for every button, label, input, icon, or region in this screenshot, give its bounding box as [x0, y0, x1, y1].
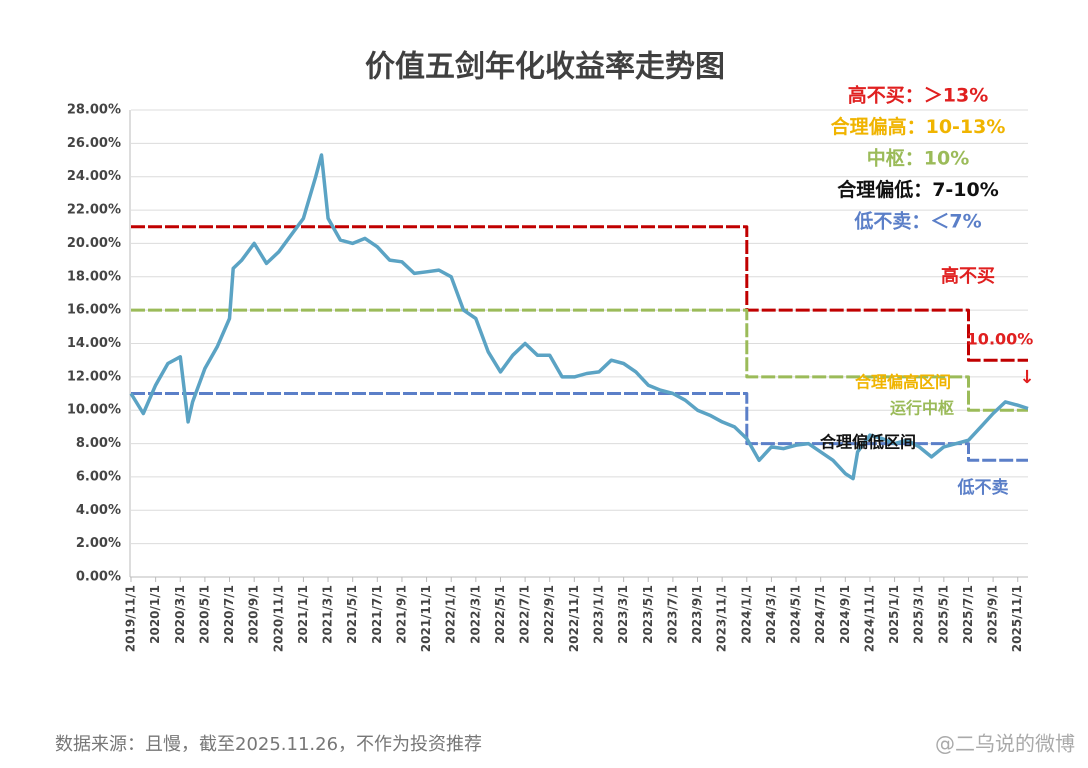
x-tick-label: 2023/1/1 — [592, 585, 606, 644]
legend-entry: 合理偏高：10-13% — [831, 115, 1006, 138]
x-tick-label: 2020/9/1 — [247, 585, 261, 644]
x-tick-label: 2021/7/1 — [370, 585, 384, 644]
y-tick-label: 24.00% — [67, 169, 121, 184]
legend-entry: 低不卖：＜7% — [853, 210, 981, 233]
annotation: 10.00% — [967, 330, 1034, 349]
y-tick-label: 16.00% — [67, 303, 121, 318]
source-note: 数据来源：且慢，截至2025.11.26，不作为投资推荐 — [55, 734, 482, 755]
x-tick-label: 2025/9/1 — [986, 585, 1000, 644]
x-tick-label: 2024/7/1 — [813, 585, 827, 644]
annotation: 合理偏高区间 — [855, 373, 951, 392]
legend-entry: 合理偏低：7-10% — [837, 178, 999, 201]
x-tick-label: 2022/11/1 — [567, 585, 581, 652]
x-tick-label: 2024/1/1 — [739, 585, 753, 644]
y-tick-label: 18.00% — [67, 269, 121, 284]
x-tick-label: 2024/11/1 — [862, 585, 876, 652]
x-tick-label: 2023/9/1 — [690, 585, 704, 644]
x-tick-label: 2020/3/1 — [173, 585, 187, 644]
chart-title: 价值五剑年化收益率走势图 — [365, 50, 725, 85]
x-tick-label: 2021/9/1 — [394, 585, 408, 644]
y-tick-label: 0.00% — [76, 570, 121, 585]
y-tick-label: 10.00% — [67, 403, 121, 418]
y-tick-label: 28.00% — [67, 103, 121, 118]
x-tick-label: 2021/1/1 — [296, 585, 310, 644]
x-tick-label: 2024/3/1 — [764, 585, 778, 644]
y-tick-label: 14.00% — [67, 336, 121, 351]
y-tick-label: 22.00% — [67, 203, 121, 218]
x-tick-label: 2023/11/1 — [715, 585, 729, 652]
x-tick-label: 2020/7/1 — [222, 585, 236, 644]
x-tick-label: 2025/5/1 — [936, 585, 950, 644]
y-tick-label: 20.00% — [67, 236, 121, 251]
x-tick-label: 2021/5/1 — [345, 585, 359, 644]
x-tick-label: 2019/11/1 — [124, 585, 138, 652]
x-tick-label: 2023/7/1 — [665, 585, 679, 644]
x-tick-label: 2022/9/1 — [542, 585, 556, 644]
threshold-line — [131, 225, 1028, 362]
y-tick-label: 12.00% — [67, 369, 121, 384]
x-tick-label: 2022/3/1 — [468, 585, 482, 644]
x-tick-label: 2025/3/1 — [912, 585, 926, 644]
annotation: ↓ — [1019, 367, 1034, 388]
x-tick-label: 2023/5/1 — [641, 585, 655, 644]
x-tick-label: 2025/7/1 — [961, 585, 975, 644]
y-tick-label: 2.00% — [76, 536, 121, 551]
x-tick-label: 2021/11/1 — [419, 585, 433, 652]
x-tick-label: 2020/11/1 — [271, 585, 285, 652]
x-tick-label: 2023/3/1 — [616, 585, 630, 644]
y-tick-label: 4.00% — [76, 503, 121, 518]
annotation: 运行中枢 — [890, 399, 954, 418]
x-tick-label: 2025/11/1 — [1010, 585, 1024, 652]
x-tick-label: 2022/1/1 — [444, 585, 458, 644]
x-tick-label: 2024/9/1 — [838, 585, 852, 644]
x-tick-label: 2025/1/1 — [887, 585, 901, 644]
threshold-line — [131, 308, 1028, 412]
x-tick-label: 2020/1/1 — [148, 585, 162, 644]
legend-entry: 高不买：＞13% — [848, 84, 988, 107]
y-tick-label: 8.00% — [76, 436, 121, 451]
x-tick-label: 2024/5/1 — [789, 585, 803, 644]
x-tick-label: 2022/7/1 — [518, 585, 532, 644]
annotation: 合理偏低区间 — [820, 433, 916, 452]
yield-line — [129, 153, 1029, 481]
legend-entry: 中枢：10% — [867, 147, 969, 170]
annotation: 高不买 — [941, 265, 995, 287]
threshold-line — [131, 392, 1028, 462]
watermark: @二乌说的微博 — [935, 732, 1075, 756]
x-tick-label: 2022/5/1 — [493, 585, 507, 644]
annotation: 低不卖 — [957, 477, 1009, 498]
y-tick-label: 6.00% — [76, 469, 121, 484]
x-tick-label: 2021/3/1 — [321, 585, 335, 644]
x-tick-label: 2020/5/1 — [197, 585, 211, 644]
y-tick-label: 26.00% — [67, 136, 121, 151]
